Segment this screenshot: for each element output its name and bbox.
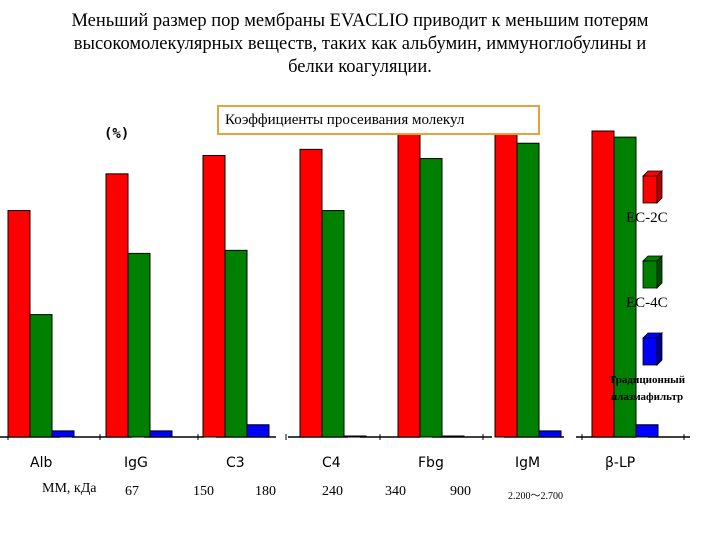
- bar-traditional-igm: [538, 430, 562, 438]
- legend-label-traditional-line1: Традиционный: [608, 374, 686, 386]
- bar-ec4c-alb: [29, 314, 53, 438]
- bar-ec2c-igm: [494, 130, 518, 438]
- legend-swatch-ec4c: [642, 255, 663, 289]
- mw-value: 900: [450, 484, 471, 499]
- legend-label-ec2c: EC-2C: [626, 210, 668, 226]
- category-label-blp: β-LP: [605, 455, 636, 471]
- bar-ec4c-igm: [516, 142, 540, 438]
- mw-value: 150: [193, 484, 214, 499]
- bar-ec2c-c3: [202, 154, 226, 438]
- bar-ec2c-fbg: [397, 130, 421, 438]
- category-label-fbg: Fbg: [418, 455, 444, 471]
- legend-swatch-ec2c: [642, 170, 663, 204]
- bar-traditional-c4: [343, 435, 367, 438]
- slide-title: Меньший размер пор мембраны EVACLIO прив…: [20, 10, 700, 79]
- bar-traditional-igg: [149, 430, 173, 438]
- legend-label-ec4c: EC-4C: [626, 295, 668, 311]
- bar-ec2c-c4: [299, 148, 323, 438]
- bar-traditional-fbg: [441, 435, 465, 438]
- legend-label-traditional: Традиционный плазмафильтр: [597, 372, 697, 406]
- mw-value: 340: [385, 484, 406, 499]
- bar-traditional-lp: [635, 424, 659, 438]
- title-line-2: высокомолекулярных веществ, таких как ал…: [73, 34, 647, 54]
- bar-traditional-c3: [246, 424, 270, 438]
- bar-ec4c-c3: [224, 249, 248, 438]
- bar-ec2c-alb: [7, 210, 31, 438]
- mw-value: 240: [322, 484, 343, 499]
- mw-value: 2.200～2.700: [508, 491, 563, 502]
- category-label-igg: IgG: [124, 455, 148, 471]
- chart-box-label: Коэффициенты просеивания молекул: [217, 105, 540, 135]
- bar-ec4c-fbg: [419, 158, 443, 438]
- category-label-c4: C4: [322, 455, 341, 471]
- title-line-1: Меньший размер пор мембраны EVACLIO прив…: [71, 11, 649, 31]
- legend-label-traditional-line2: плазмафильтр: [610, 391, 684, 403]
- bar-ec4c-c4: [321, 210, 345, 438]
- y-unit-label: (%): [104, 126, 130, 142]
- legend-swatch-traditional: [642, 332, 663, 366]
- category-label-igm: IgM: [515, 455, 541, 471]
- title-line-3: белки коагуляции.: [288, 57, 432, 77]
- mw-axis-label: ММ, кДа: [42, 481, 97, 496]
- bar-traditional-alb: [51, 430, 75, 438]
- mw-value: 180: [255, 484, 276, 499]
- bar-ec2c-igg: [105, 173, 129, 438]
- bar-ec4c-igg: [127, 252, 151, 438]
- bar-ec4c-lp: [613, 136, 637, 438]
- category-label-alb: Alb: [30, 455, 53, 471]
- category-label-c3: C3: [226, 455, 245, 471]
- mw-value: 67: [125, 484, 139, 499]
